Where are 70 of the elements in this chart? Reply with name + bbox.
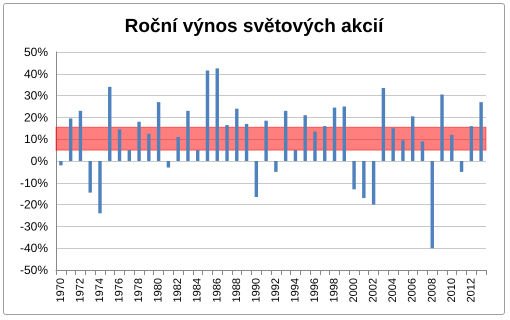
y-tick-label: 30%: [24, 88, 48, 103]
x-tick-label: 1988: [230, 278, 243, 302]
bar: [108, 86, 112, 161]
bar: [352, 161, 356, 190]
bar: [68, 118, 72, 161]
bar: [362, 161, 366, 198]
bar: [372, 161, 376, 205]
bar: [196, 150, 200, 161]
x-tick-label: 1990: [250, 278, 262, 302]
x-tick-label: 2008: [426, 278, 438, 302]
x-tick-label: 1992: [270, 278, 282, 302]
x-tick-label: 1974: [94, 278, 106, 302]
x-tick-label: 1994: [289, 278, 302, 302]
bar: [244, 124, 248, 161]
bar: [78, 110, 82, 161]
bar: [235, 108, 239, 161]
bar: [254, 161, 258, 197]
x-tick-label: 1976: [114, 278, 126, 302]
y-tick-label: -30%: [20, 219, 48, 234]
x-tick-label: 1996: [308, 278, 321, 302]
x-tick-label: 2004: [387, 278, 400, 302]
bar: [186, 110, 190, 161]
x-tick-label: 1978: [133, 278, 146, 302]
chart-title: Roční výnos světových akcií: [124, 16, 384, 37]
x-tick-label: 2002: [368, 278, 380, 302]
bar: [460, 161, 464, 172]
bar: [342, 106, 346, 161]
bar: [470, 126, 474, 161]
x-tick-label: 1984: [192, 278, 204, 302]
y-tick-label: 0%: [30, 154, 48, 168]
y-tick-label: 20%: [24, 110, 48, 124]
y-tick-label: -40%: [20, 241, 48, 256]
x-tick-label: 2012: [465, 278, 478, 302]
x-tick-label: 1972: [74, 278, 86, 302]
x-tick-label: 1998: [328, 278, 341, 302]
y-tick-label: -10%: [20, 176, 48, 190]
bar: [382, 88, 386, 161]
bar: [59, 161, 63, 166]
bar: [479, 102, 483, 161]
x-tick-label: 1970: [54, 278, 67, 302]
x-tick-label: 1980: [152, 278, 165, 302]
bar: [450, 134, 454, 161]
bar: [166, 161, 170, 168]
bar: [401, 140, 405, 161]
bar: [274, 161, 278, 172]
x-tick-label: 1986: [211, 278, 224, 302]
x-tick-label: 2006: [406, 278, 419, 302]
bar: [176, 137, 180, 161]
bar: [391, 128, 395, 161]
x-tick-label: 1982: [172, 278, 184, 302]
bar: [156, 102, 160, 161]
bar: [284, 110, 288, 161]
bar: [410, 116, 414, 161]
y-tick-label: 40%: [24, 66, 48, 81]
y-tick-label: -50%: [20, 263, 48, 277]
y-tick-label: 50%: [24, 45, 48, 59]
bar: [264, 120, 268, 161]
bar: [323, 126, 326, 161]
x-tick-label: 2010: [446, 278, 458, 302]
y-tick-label: 10%: [24, 132, 48, 146]
bar: [294, 150, 298, 161]
bar: [303, 115, 307, 161]
x-tick-label: 2000: [348, 278, 360, 302]
bar: [128, 150, 132, 161]
y-tick-label: -20%: [20, 198, 48, 212]
bar: [147, 134, 151, 161]
bar: [88, 161, 92, 193]
bar: [137, 122, 141, 161]
bar: [216, 68, 219, 161]
bar: [430, 161, 434, 248]
